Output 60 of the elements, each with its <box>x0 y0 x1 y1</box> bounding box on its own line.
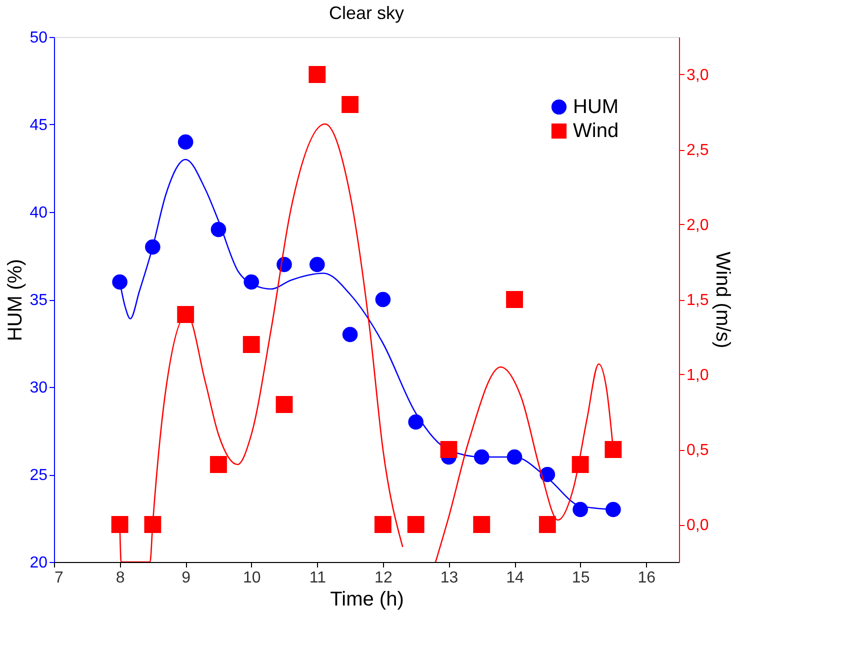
y-axis-title: HUM (%) <box>4 258 27 342</box>
y-tick-label: 45 <box>30 117 48 134</box>
point <box>572 501 589 518</box>
point <box>506 448 523 466</box>
x-tick-label: 8 <box>116 570 125 586</box>
y2-tick-label: 1,0 <box>686 367 709 384</box>
y-tick-label: 50 <box>30 30 48 46</box>
chart-title: Clear sky <box>328 3 404 23</box>
point <box>604 441 622 458</box>
point <box>473 448 490 466</box>
point <box>374 516 392 533</box>
point <box>308 66 326 83</box>
x-tick-label: 7 <box>54 570 64 586</box>
point <box>374 291 392 308</box>
point <box>210 456 227 473</box>
point <box>538 516 556 533</box>
y2-tick-label: 1,5 <box>686 292 709 309</box>
x-tick-label: 14 <box>506 570 524 586</box>
y2-tick-label: 3,0 <box>686 67 709 84</box>
y2-axis-title: Wind (m/s) <box>712 252 734 348</box>
point <box>276 256 293 273</box>
point <box>111 274 128 290</box>
point <box>276 396 293 413</box>
point <box>473 516 490 533</box>
point <box>242 336 260 353</box>
point <box>210 221 227 238</box>
y2-tick-label: 2,5 <box>686 142 709 159</box>
y-tick-label: 20 <box>30 554 48 572</box>
point <box>111 516 128 533</box>
point <box>440 441 458 458</box>
y-tick-label: 40 <box>30 204 48 222</box>
point <box>407 414 424 430</box>
y2-tick-label: 2,0 <box>686 217 709 234</box>
y-tick-label: 25 <box>30 467 48 484</box>
x-tick-label: 15 <box>572 570 590 586</box>
point <box>506 291 523 308</box>
x-tick-label: 12 <box>374 570 392 586</box>
point <box>407 516 424 533</box>
point <box>308 256 326 273</box>
point <box>242 274 260 290</box>
x-axis-title: Time (h) <box>330 588 404 610</box>
point <box>144 238 162 256</box>
point <box>177 134 194 150</box>
legend-label: HUM <box>573 96 619 118</box>
x-tick-label: 13 <box>440 570 458 586</box>
x-tick-label: 16 <box>638 570 656 586</box>
y-tick-label: 35 <box>30 292 48 309</box>
point <box>572 456 589 473</box>
x-tick-label: 10 <box>242 570 261 586</box>
y2-tick-label: 0,0 <box>686 517 709 534</box>
point <box>144 516 162 533</box>
point <box>177 306 194 323</box>
y-tick-label: 30 <box>30 380 48 396</box>
point <box>342 96 359 113</box>
point <box>342 326 359 343</box>
x-tick-label: 11 <box>309 570 326 586</box>
legend-label: Wind <box>573 120 619 142</box>
point <box>604 501 622 518</box>
y2-tick-label: 0,5 <box>686 442 709 459</box>
x-tick-label: 9 <box>182 570 191 586</box>
